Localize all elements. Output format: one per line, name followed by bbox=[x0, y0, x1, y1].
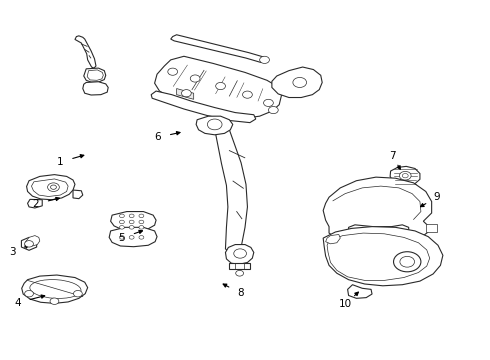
Text: 4: 4 bbox=[14, 298, 21, 308]
Circle shape bbox=[24, 240, 33, 247]
Polygon shape bbox=[83, 82, 108, 95]
Circle shape bbox=[168, 68, 177, 75]
Polygon shape bbox=[75, 36, 96, 68]
Text: 8: 8 bbox=[237, 288, 244, 298]
Polygon shape bbox=[22, 237, 37, 250]
Text: 3: 3 bbox=[9, 247, 16, 257]
Polygon shape bbox=[155, 56, 282, 118]
Circle shape bbox=[129, 235, 134, 239]
Polygon shape bbox=[326, 234, 340, 244]
Circle shape bbox=[139, 235, 144, 239]
Text: 9: 9 bbox=[433, 192, 440, 202]
Circle shape bbox=[243, 91, 252, 98]
Polygon shape bbox=[111, 212, 156, 230]
Polygon shape bbox=[347, 285, 372, 298]
Circle shape bbox=[120, 235, 124, 239]
Circle shape bbox=[236, 270, 244, 276]
Circle shape bbox=[269, 107, 278, 114]
Circle shape bbox=[48, 183, 59, 192]
Circle shape bbox=[120, 220, 124, 224]
Circle shape bbox=[50, 298, 59, 305]
Circle shape bbox=[234, 249, 246, 258]
Circle shape bbox=[399, 171, 411, 180]
Ellipse shape bbox=[30, 280, 81, 298]
Polygon shape bbox=[151, 91, 256, 123]
Polygon shape bbox=[426, 224, 437, 232]
Polygon shape bbox=[22, 275, 88, 303]
Polygon shape bbox=[26, 175, 75, 200]
Text: 10: 10 bbox=[339, 299, 352, 309]
Circle shape bbox=[139, 214, 144, 218]
Text: 7: 7 bbox=[389, 150, 395, 161]
Text: 6: 6 bbox=[154, 132, 161, 143]
Polygon shape bbox=[73, 190, 83, 199]
Circle shape bbox=[50, 185, 56, 189]
Polygon shape bbox=[197, 120, 247, 253]
Circle shape bbox=[120, 226, 124, 229]
Polygon shape bbox=[390, 166, 420, 186]
Circle shape bbox=[139, 220, 144, 224]
Circle shape bbox=[190, 75, 200, 82]
Polygon shape bbox=[27, 199, 42, 208]
Polygon shape bbox=[176, 89, 194, 99]
Circle shape bbox=[120, 214, 124, 218]
Polygon shape bbox=[272, 67, 322, 98]
Polygon shape bbox=[25, 235, 40, 246]
Circle shape bbox=[139, 226, 144, 229]
Polygon shape bbox=[225, 244, 254, 264]
Circle shape bbox=[400, 256, 415, 267]
Circle shape bbox=[216, 82, 225, 90]
Circle shape bbox=[129, 226, 134, 229]
Polygon shape bbox=[87, 70, 103, 80]
Circle shape bbox=[260, 56, 270, 63]
Circle shape bbox=[207, 119, 222, 130]
Polygon shape bbox=[31, 179, 68, 197]
Polygon shape bbox=[327, 233, 430, 280]
Circle shape bbox=[74, 291, 82, 297]
Circle shape bbox=[129, 220, 134, 224]
Circle shape bbox=[181, 90, 191, 97]
Polygon shape bbox=[109, 227, 157, 247]
Polygon shape bbox=[229, 263, 250, 269]
Circle shape bbox=[264, 99, 273, 107]
Polygon shape bbox=[323, 177, 432, 237]
Polygon shape bbox=[84, 68, 106, 82]
Circle shape bbox=[402, 174, 408, 178]
Polygon shape bbox=[171, 35, 266, 62]
Text: 1: 1 bbox=[57, 157, 63, 167]
Text: 5: 5 bbox=[119, 233, 125, 243]
Circle shape bbox=[393, 252, 421, 272]
Circle shape bbox=[293, 77, 307, 87]
Polygon shape bbox=[323, 226, 443, 286]
Polygon shape bbox=[196, 116, 233, 135]
Text: 2: 2 bbox=[32, 199, 39, 209]
Circle shape bbox=[129, 214, 134, 218]
Circle shape bbox=[24, 291, 33, 297]
